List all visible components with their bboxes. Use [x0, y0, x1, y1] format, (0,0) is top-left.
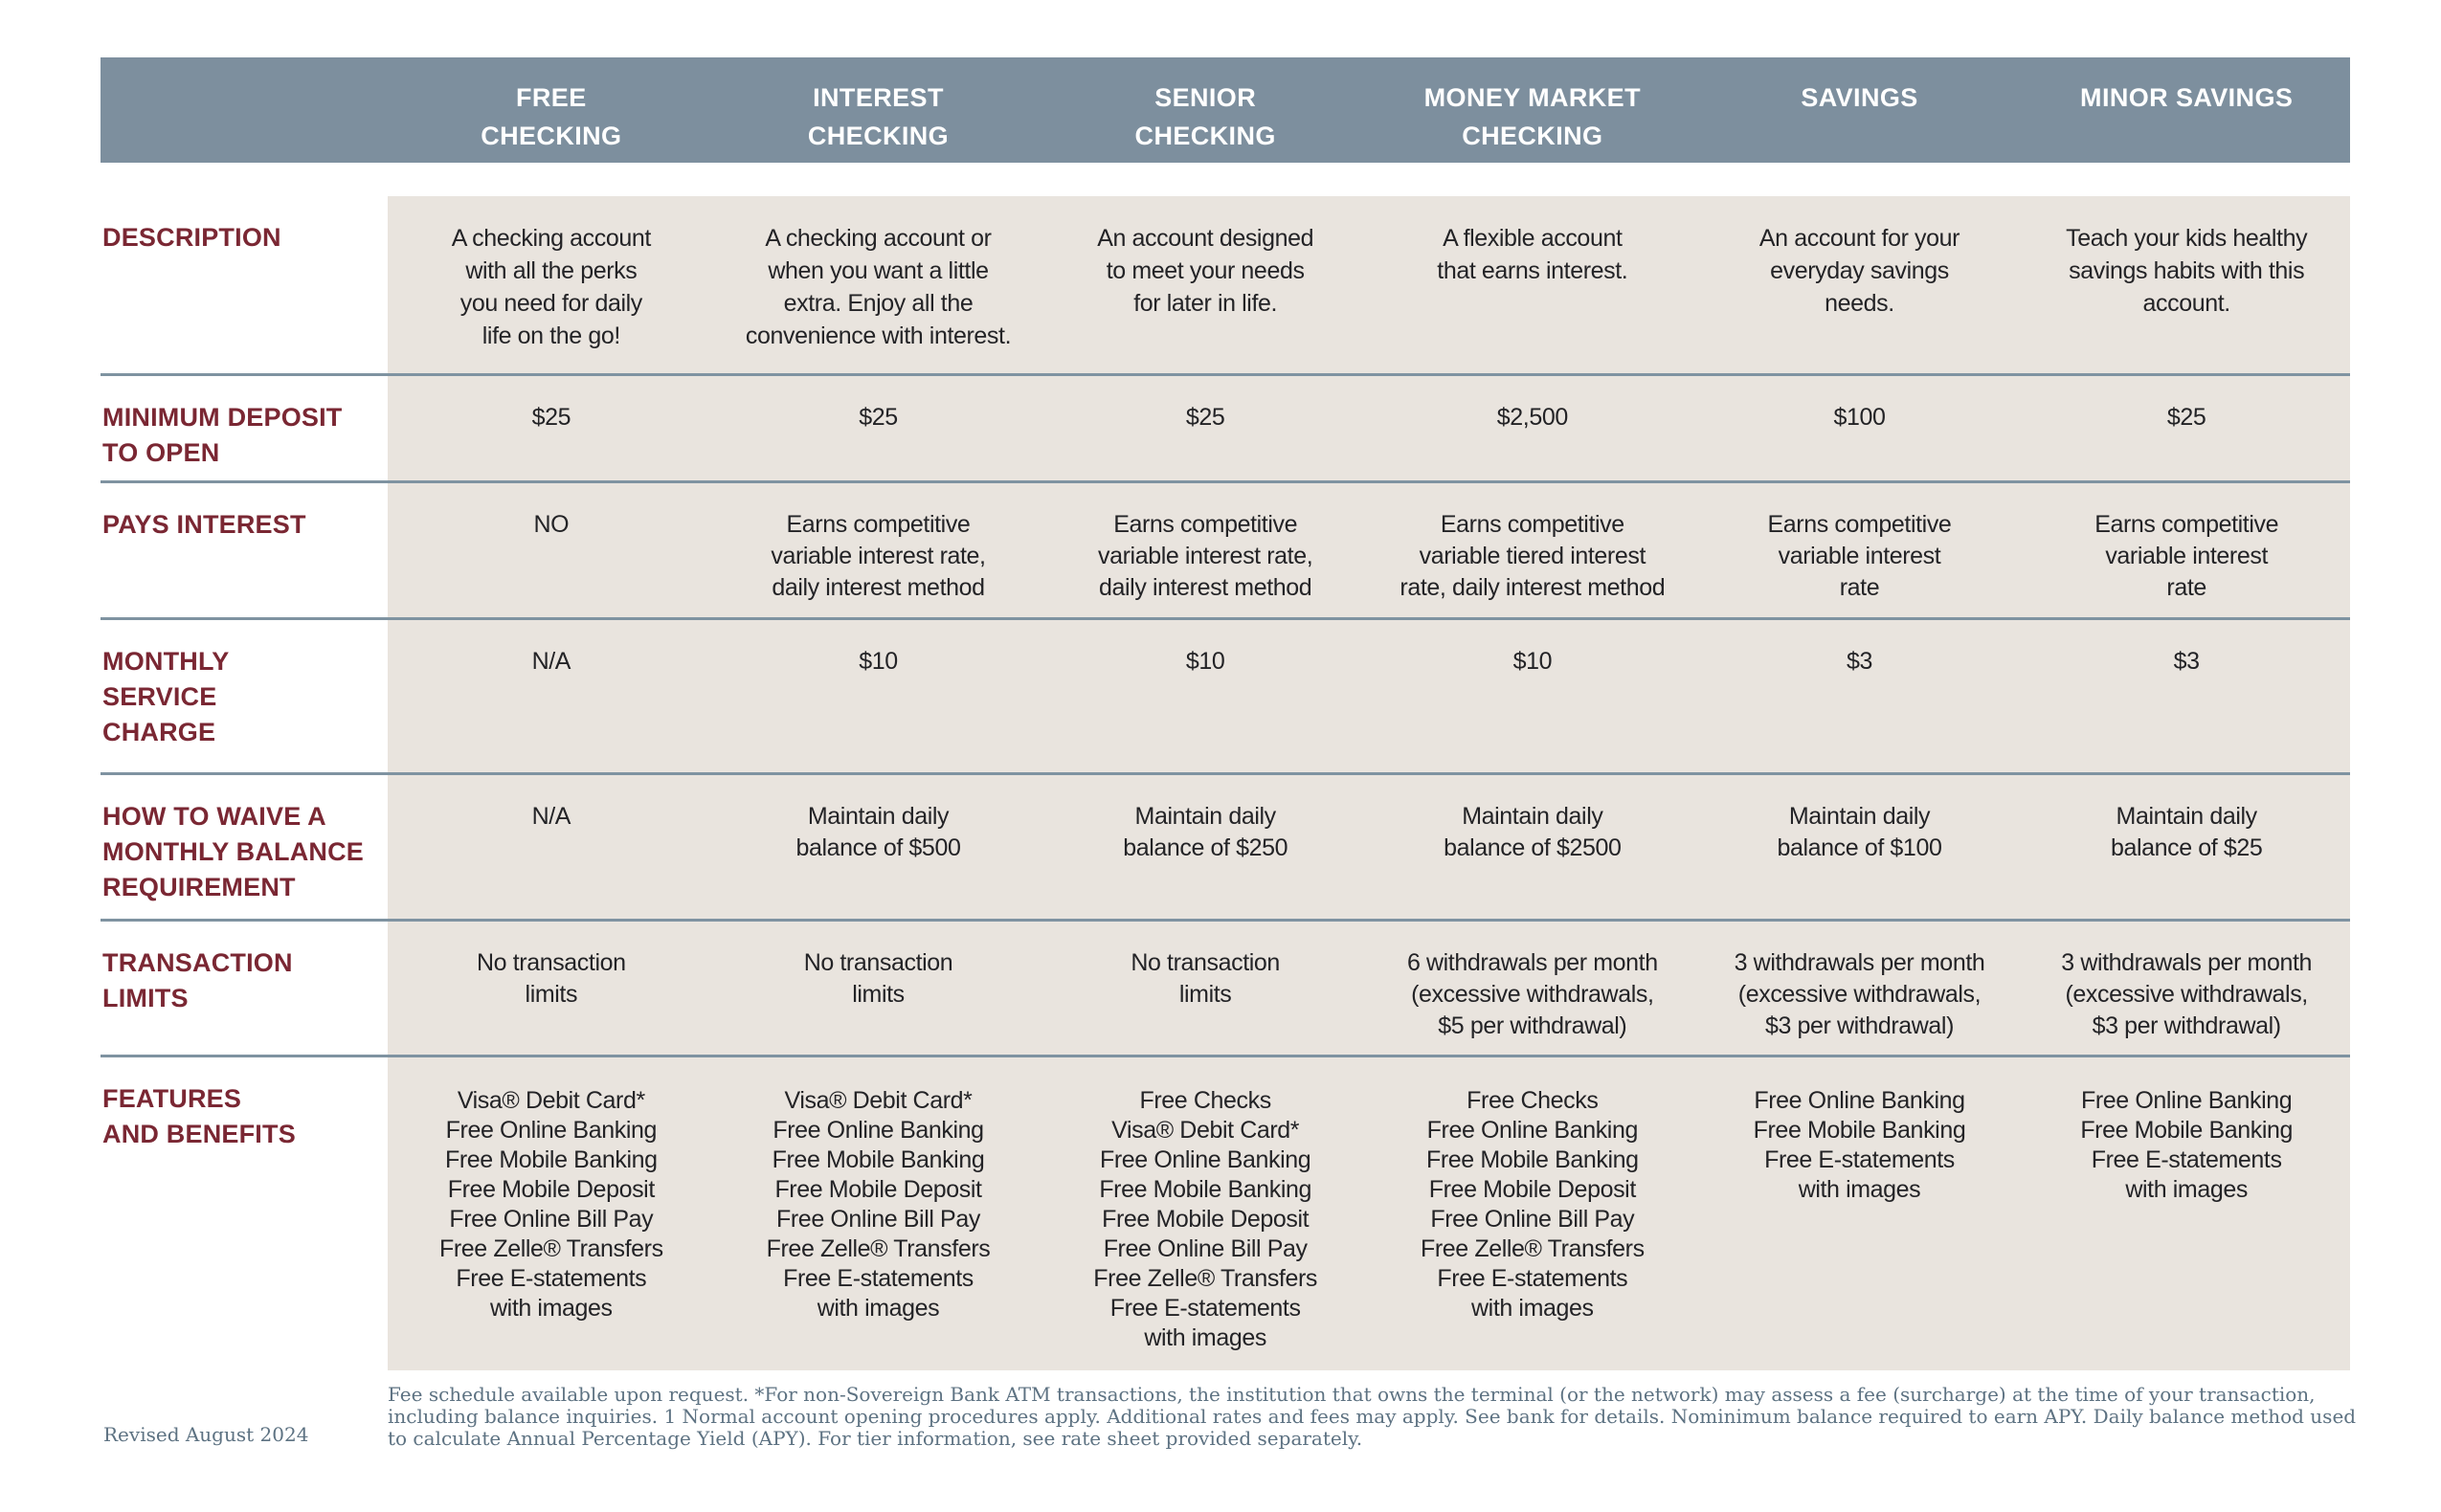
- table-cell: 3 withdrawals per month (excessive withd…: [2023, 922, 2350, 1055]
- revised-date: Revised August 2024: [103, 1423, 309, 1446]
- fine-print: Fee schedule available upon request. *Fo…: [388, 1383, 2357, 1450]
- table-cell: $3: [1695, 620, 2024, 772]
- table-row: TRANSACTION LIMITS No transaction limits…: [101, 922, 2350, 1057]
- table-row: DESCRIPTION A checking account with all …: [101, 196, 2350, 376]
- table-cell: A checking account or when you want a li…: [714, 196, 1042, 373]
- table-cell: Maintain daily balance of $500: [714, 775, 1042, 919]
- table-cell: Earns competitive variable interest rate…: [714, 483, 1042, 617]
- column-header-money-market-checking: MONEY MARKET CHECKING: [1423, 83, 1641, 150]
- table-cell: $25: [1041, 376, 1369, 480]
- table-cell: $25: [714, 376, 1042, 480]
- comparison-table-body: DESCRIPTION A checking account with all …: [101, 196, 2350, 1370]
- row-label-monthly-service-charge: MONTHLY SERVICE CHARGE: [101, 620, 388, 772]
- table-cell: Earns competitive variable interest rate: [1695, 483, 2024, 617]
- table-cell: $3: [2023, 620, 2350, 772]
- table-cell: Free Online Banking Free Mobile Banking …: [2023, 1057, 2350, 1370]
- table-cell: 3 withdrawals per month (excessive withd…: [1695, 922, 2024, 1055]
- table-cell: Maintain daily balance of $100: [1695, 775, 2024, 919]
- table-cell: $10: [714, 620, 1042, 772]
- table-row: PAYS INTEREST NO Earns competitive varia…: [101, 483, 2350, 620]
- table-cell: $2,500: [1368, 376, 1696, 480]
- table-cell: Teach your kids healthy savings habits w…: [2023, 196, 2350, 373]
- table-cell: Visa® Debit Card* Free Online Banking Fr…: [714, 1057, 1042, 1370]
- table-cell: No transaction limits: [1041, 922, 1369, 1055]
- table-header-row: FREE CHECKING INTEREST CHECKING SENIOR C…: [101, 57, 2350, 163]
- table-cell: An account designed to meet your needs f…: [1041, 196, 1369, 373]
- table-row: MINIMUM DEPOSIT TO OPEN $25 $25 $25 $2,5…: [101, 376, 2350, 483]
- row-label-minimum-deposit: MINIMUM DEPOSIT TO OPEN: [101, 376, 388, 480]
- table-cell: N/A: [388, 620, 715, 772]
- column-header-minor-savings: MINOR SAVINGS: [2080, 83, 2294, 112]
- table-cell: A flexible account that earns interest.: [1368, 196, 1696, 373]
- table-cell: Maintain daily balance of $25: [2023, 775, 2350, 919]
- table-cell: Visa® Debit Card* Free Online Banking Fr…: [388, 1057, 715, 1370]
- table-cell: An account for your everyday savings nee…: [1695, 196, 2024, 373]
- table-row: MONTHLY SERVICE CHARGE N/A $10 $10 $10 $…: [101, 620, 2350, 775]
- table-cell: A checking account with all the perks yo…: [388, 196, 715, 373]
- table-cell: Free Checks Visa® Debit Card* Free Onlin…: [1041, 1057, 1369, 1370]
- table-row: FEATURES AND BENEFITS Visa® Debit Card* …: [101, 1057, 2350, 1370]
- row-label-pays-interest: PAYS INTEREST: [101, 483, 388, 617]
- table-cell: Maintain daily balance of $250: [1041, 775, 1369, 919]
- table-cell: $100: [1695, 376, 2024, 480]
- table-cell: Earns competitive variable interest rate: [2023, 483, 2350, 617]
- table-cell: Free Online Banking Free Mobile Banking …: [1695, 1057, 2024, 1370]
- table-cell: $10: [1041, 620, 1369, 772]
- table-cell: No transaction limits: [714, 922, 1042, 1055]
- table-cell: N/A: [388, 775, 715, 919]
- table-cell: 6 withdrawals per month (excessive withd…: [1368, 922, 1696, 1055]
- table-corner: [101, 57, 388, 163]
- column-header-interest-checking: INTEREST CHECKING: [807, 83, 950, 150]
- row-label-how-to-waive: HOW TO WAIVE A MONTHLY BALANCE REQUIREME…: [101, 775, 388, 919]
- column-header-savings: SAVINGS: [1801, 83, 1918, 112]
- table-row: HOW TO WAIVE A MONTHLY BALANCE REQUIREME…: [101, 775, 2350, 922]
- table-cell: Earns competitive variable tiered intere…: [1368, 483, 1696, 617]
- row-label-features-benefits: FEATURES AND BENEFITS: [101, 1057, 388, 1370]
- row-label-description: DESCRIPTION: [101, 196, 388, 373]
- column-header-senior-checking: SENIOR CHECKING: [1134, 83, 1276, 150]
- table-cell: Free Checks Free Online Banking Free Mob…: [1368, 1057, 1696, 1370]
- table-cell: No transaction limits: [388, 922, 715, 1055]
- table-cell: Earns competitive variable interest rate…: [1041, 483, 1369, 617]
- table-cell: NO: [388, 483, 715, 617]
- table-cell: $10: [1368, 620, 1696, 772]
- row-label-transaction-limits: TRANSACTION LIMITS: [101, 922, 388, 1055]
- column-header-free-checking: FREE CHECKING: [481, 83, 622, 150]
- table-cell: $25: [388, 376, 715, 480]
- table-cell: $25: [2023, 376, 2350, 480]
- table-cell: Maintain daily balance of $2500: [1368, 775, 1696, 919]
